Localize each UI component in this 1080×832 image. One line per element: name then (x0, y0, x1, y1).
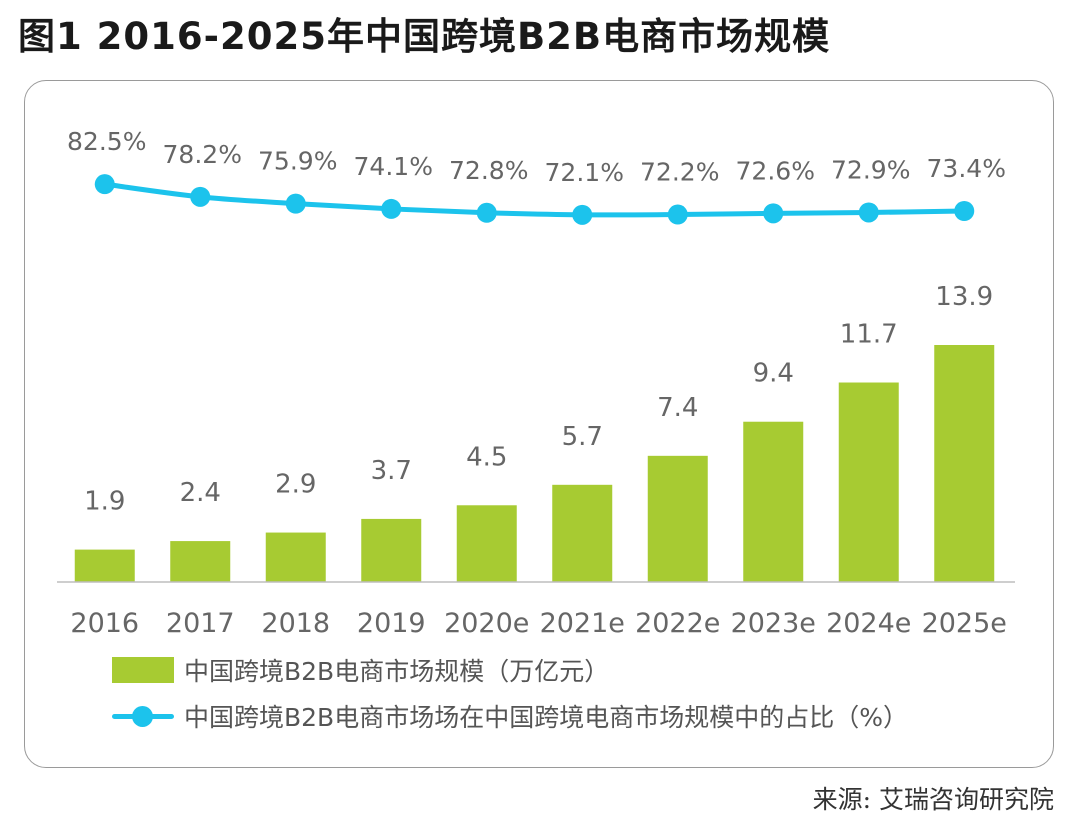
x-tick-2017: 2017 (166, 608, 235, 639)
x-tick-2023e: 2023e (731, 608, 816, 639)
bar-label-2017: 2.4 (180, 478, 221, 508)
share-label-2021e: 72.1% (545, 158, 624, 187)
bar-label-2018: 2.9 (275, 470, 316, 500)
share-label-2020e: 72.8% (449, 156, 528, 185)
share-label-2024e: 72.9% (831, 155, 910, 184)
legend-line-swatch (112, 703, 174, 729)
bar-label-2024e: 11.7 (840, 320, 898, 350)
share-label-2017: 78.2% (163, 140, 242, 169)
bar-label-2020e: 4.5 (466, 442, 507, 472)
bar-label-2025e: 13.9 (935, 282, 993, 312)
share-series-points (94, 174, 975, 225)
legend-line-label: 中国跨境B2B电商市场场在中国跨境电商市场规模中的占比（%） (184, 703, 908, 732)
bar-2020e (456, 505, 517, 582)
bar-label-2022e: 7.4 (657, 393, 698, 423)
x-tick-2018: 2018 (261, 608, 330, 639)
share-point-2023e (763, 203, 784, 224)
share-label-2025e: 73.4% (927, 154, 1006, 183)
share-point-2019 (381, 198, 402, 219)
bar-2023e (743, 421, 804, 582)
share-series-line (102, 181, 967, 218)
x-tick-2020e: 2020e (444, 608, 529, 639)
bar-label-2021e: 5.7 (562, 422, 603, 452)
x-tick-labels: 2016 2017 2018 2019 2020e 2021e 2022e 2023e 2024… (70, 608, 1007, 639)
share-label-2023e: 72.6% (736, 156, 815, 185)
share-label-2022e: 72.2% (640, 158, 719, 187)
x-tick-2025e: 2025e (922, 608, 1007, 639)
legend-bar-label: 中国跨境B2B电商市场规模（万亿元） (184, 657, 610, 686)
bar-value-labels: 1.9 2.4 2.9 3.7 4.5 5.7 7.4 9.4 11.7 13.9 (84, 282, 993, 517)
share-label-2016: 82.5% (67, 127, 146, 156)
x-tick-2019: 2019 (357, 608, 426, 639)
bar-2022e (647, 455, 708, 582)
share-value-labels: 82.5% 78.2% 75.9% 74.1% 72.8% 72.1% 72.2% 72.6%… (67, 127, 1006, 187)
bar-2025e (934, 345, 995, 582)
share-point-2022e (667, 204, 688, 225)
x-tick-2022e: 2022e (635, 608, 720, 639)
bar-label-2016: 1.9 (84, 487, 125, 517)
x-tick-2016: 2016 (70, 608, 139, 639)
share-label-2018: 75.9% (258, 147, 337, 176)
x-tick-2024e: 2024e (826, 608, 911, 639)
share-point-2025e (954, 201, 975, 221)
source-note: 来源: 艾瑞咨询研究院 (812, 785, 1054, 814)
share-point-2017 (190, 186, 211, 207)
share-label-2019: 74.1% (354, 152, 433, 181)
chart-title: 图1 2016-2025年中国跨境B2B电商市场规模 (18, 15, 831, 58)
share-point-2018 (285, 193, 306, 214)
legend-item-line: 中国跨境B2B电商市场场在中国跨境电商市场规模中的占比（%） (112, 698, 908, 734)
x-tick-2021e: 2021e (540, 608, 625, 639)
legend-bar-swatch (112, 657, 174, 683)
bar-2016 (74, 549, 135, 582)
share-point-2021e (572, 204, 593, 225)
bar-2019 (361, 518, 422, 582)
legend-item-bar: 中国跨境B2B电商市场规模（万亿元） (112, 652, 609, 688)
bar-label-2023e: 9.4 (753, 359, 794, 389)
share-point-2016 (94, 174, 115, 195)
bar-2017 (170, 541, 231, 582)
bar-2021e (552, 484, 613, 582)
bar-2024e (838, 382, 899, 582)
share-point-2024e (858, 202, 879, 223)
bar-2018 (265, 532, 326, 582)
bars-layer (74, 345, 995, 582)
bar-label-2019: 3.7 (371, 456, 412, 486)
share-point-2020e (476, 202, 497, 223)
